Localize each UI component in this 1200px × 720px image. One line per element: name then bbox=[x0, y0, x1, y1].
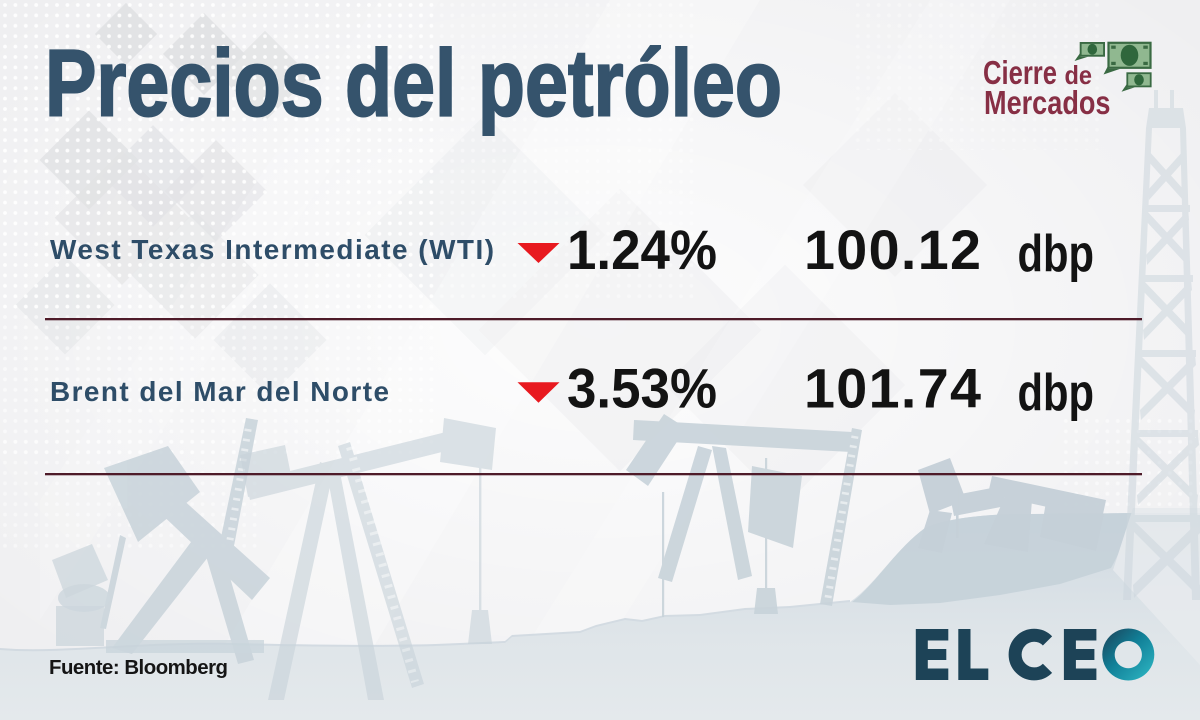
svg-text:101.74: 101.74 bbox=[804, 358, 981, 420]
svg-text:100.12: 100.12 bbox=[804, 219, 981, 281]
svg-text:Cierre: Cierre bbox=[983, 54, 1057, 92]
svg-text:de: de bbox=[1065, 60, 1093, 90]
svg-text:dbp: dbp bbox=[1018, 225, 1095, 283]
svg-text:Mercados: Mercados bbox=[984, 85, 1111, 122]
svg-text:Precios del petróleo: Precios del petróleo bbox=[45, 31, 782, 137]
svg-text:Fuente: Bloomberg: Fuente: Bloomberg bbox=[49, 657, 228, 679]
svg-text:West Texas Intermediate (WTI): West Texas Intermediate (WTI) bbox=[50, 234, 494, 265]
svg-text:3.53%: 3.53% bbox=[567, 358, 717, 420]
svg-text:1.24%: 1.24% bbox=[567, 219, 717, 281]
svg-text:Brent del Mar del Norte: Brent del Mar del Norte bbox=[50, 376, 389, 407]
svg-text:dbp: dbp bbox=[1018, 364, 1095, 422]
